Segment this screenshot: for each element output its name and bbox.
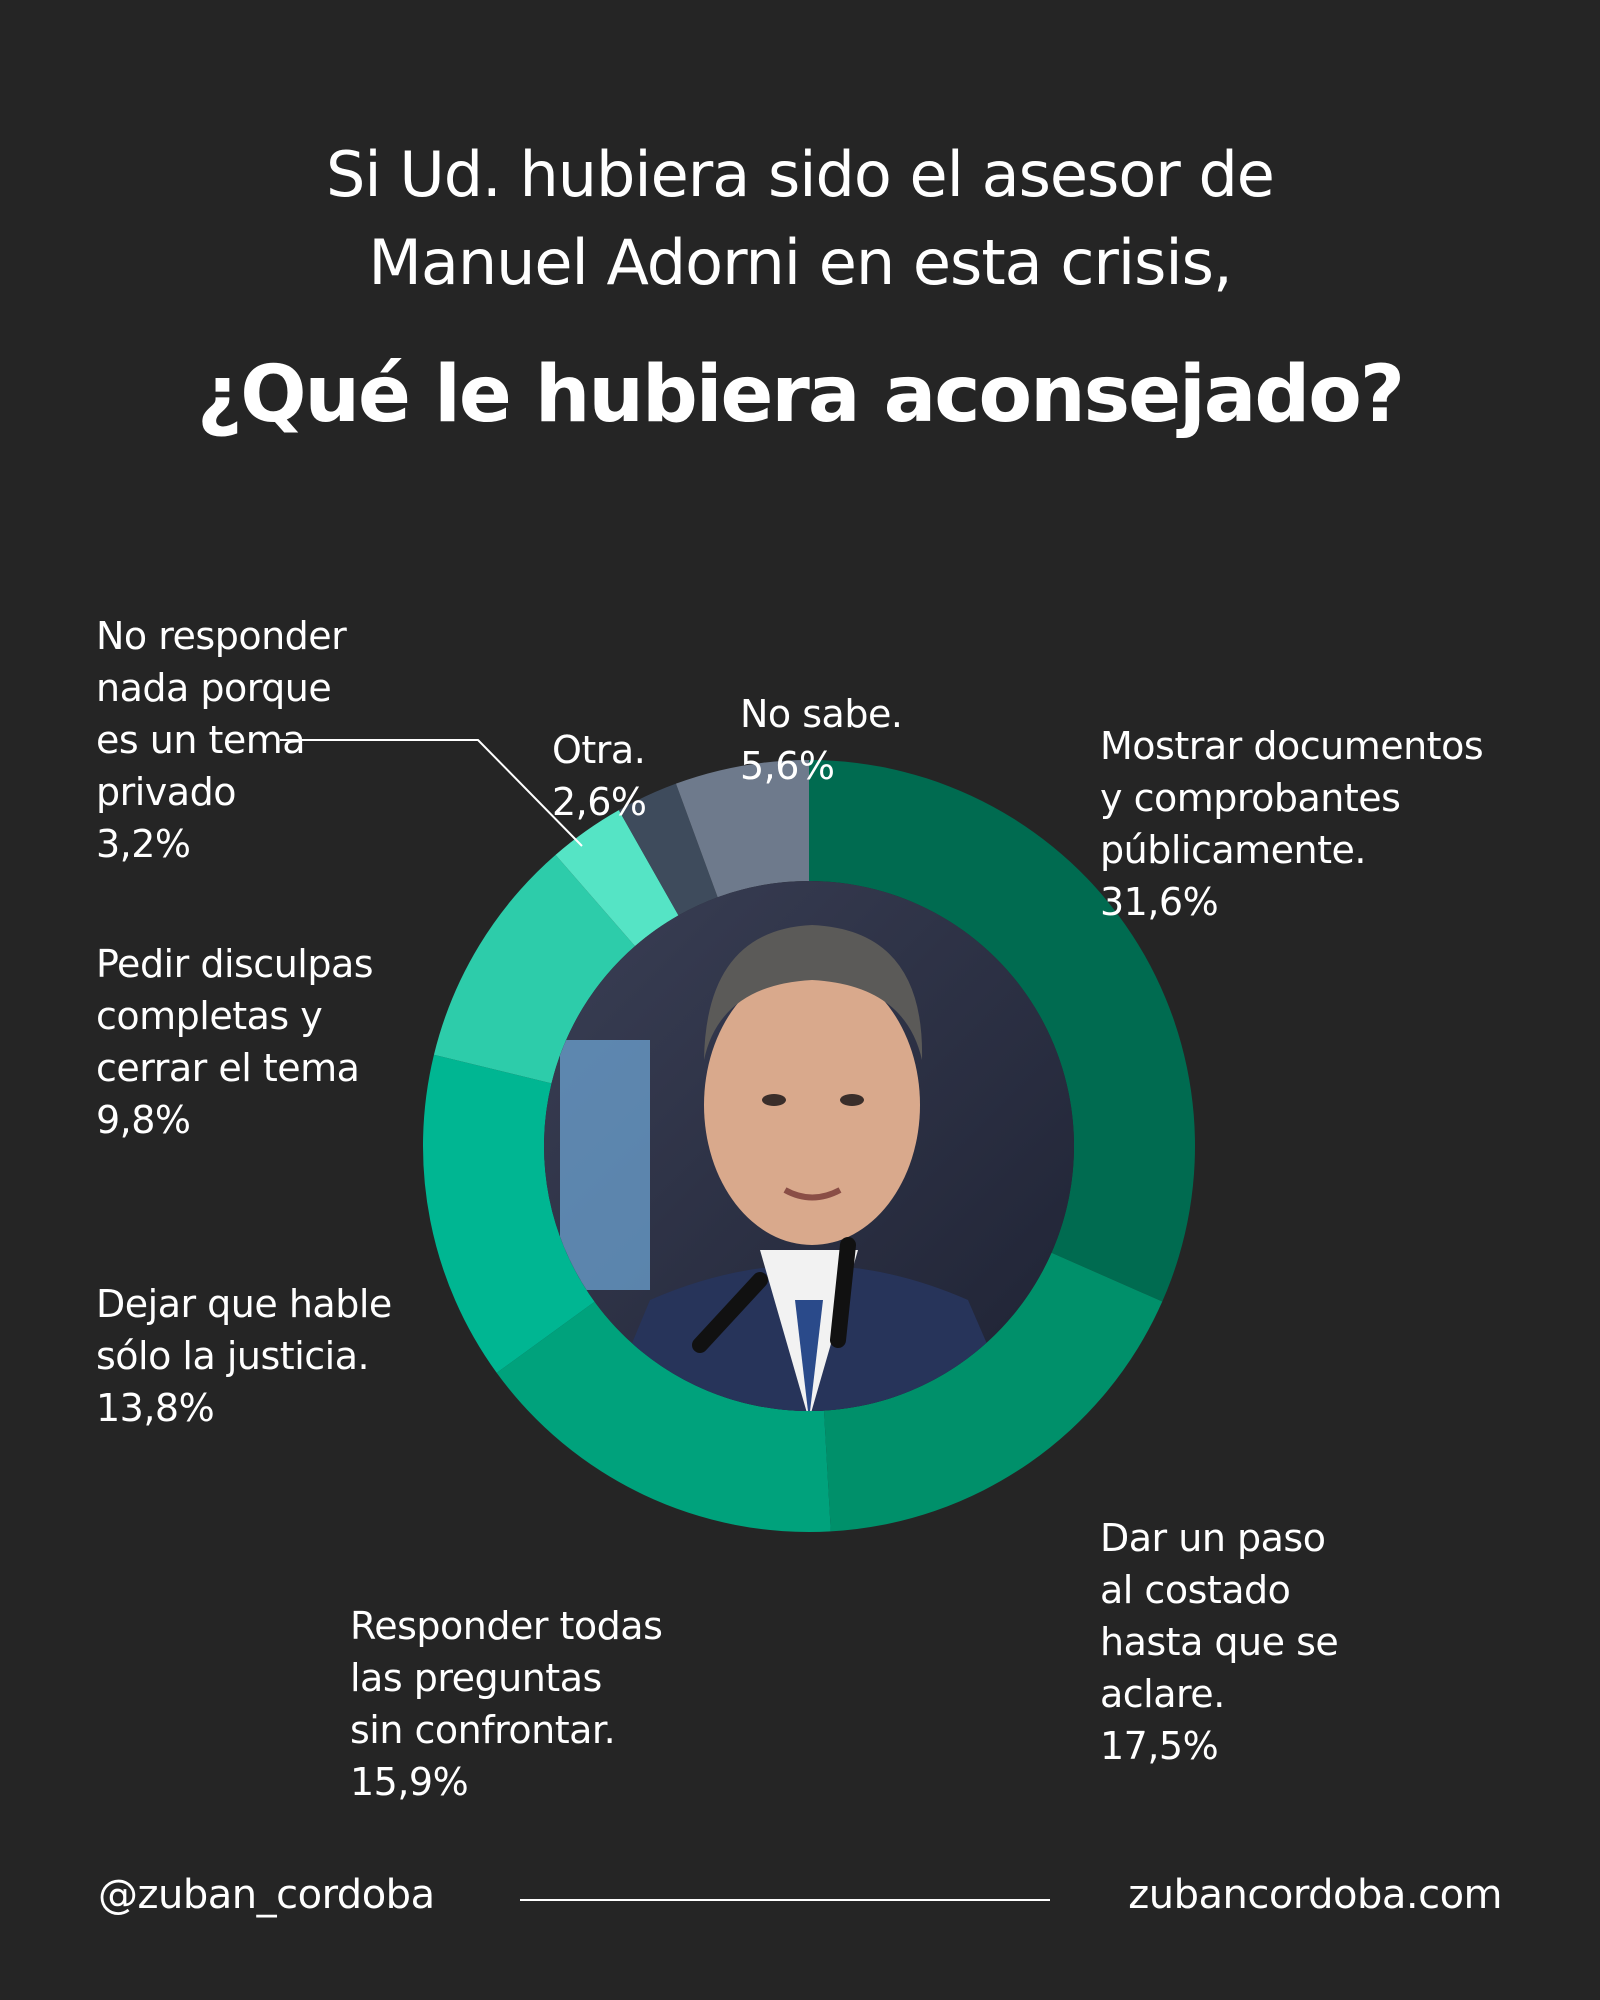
slice-value: 2,6% bbox=[552, 780, 647, 824]
slice-value: 5,6% bbox=[740, 744, 835, 788]
footer-divider bbox=[520, 1899, 1050, 1901]
slice-label-no-sabe: No sabe. 5,6% bbox=[740, 636, 903, 844]
slice-label-disculpas: Pedir disculpas completas y cerrar el te… bbox=[96, 886, 374, 1198]
slice-value: 3,2% bbox=[96, 822, 191, 866]
presenter-photo bbox=[544, 881, 1074, 1411]
slice-label-otra: Otra. 2,6% bbox=[552, 672, 647, 880]
slice-value: 31,6% bbox=[1100, 880, 1219, 924]
donut-slice-6 bbox=[618, 783, 718, 916]
slice-label-text: Responder todas las preguntas sin confro… bbox=[350, 1604, 663, 1752]
slice-label-text: Pedir disculpas completas y cerrar el te… bbox=[96, 942, 374, 1090]
slice-label-text: Otra. bbox=[552, 728, 646, 772]
leader-line bbox=[280, 739, 583, 847]
donut-slice-7 bbox=[675, 760, 809, 898]
slice-value: 15,9% bbox=[350, 1760, 469, 1804]
slice-value: 13,8% bbox=[96, 1386, 215, 1430]
slice-label-responder: Responder todas las preguntas sin confro… bbox=[350, 1548, 663, 1860]
slice-value: 17,5% bbox=[1100, 1724, 1219, 1768]
slice-label-paso-al-costado: Dar un paso al costado hasta que se acla… bbox=[1100, 1460, 1339, 1824]
donut-slice-4 bbox=[433, 854, 636, 1084]
title-line-2: Manuel Adorni en esta crisis, bbox=[368, 226, 1232, 299]
slice-label-text: No sabe. bbox=[740, 692, 903, 736]
slice-label-text: Mostrar documentos y comprobantes públic… bbox=[1100, 724, 1484, 872]
slice-label-text: No responder nada porque es un tema priv… bbox=[96, 614, 347, 814]
slice-value: 9,8% bbox=[96, 1098, 191, 1142]
donut-slice-0 bbox=[809, 760, 1195, 1302]
donut-slice-5 bbox=[555, 810, 679, 947]
slice-label-text: Dejar que hable sólo la justicia. bbox=[96, 1282, 392, 1378]
title-line-1: Si Ud. hubiera sido el asesor de bbox=[326, 138, 1275, 211]
slice-label-no-responder: No responder nada porque es un tema priv… bbox=[96, 558, 347, 922]
donut-slice-2 bbox=[496, 1301, 831, 1533]
donut-slices bbox=[423, 760, 1195, 1533]
donut-slice-1 bbox=[823, 1252, 1163, 1532]
title-question: ¿Qué le hubiera aconsejado? bbox=[196, 350, 1405, 440]
donut-slice-3 bbox=[423, 1054, 595, 1373]
footer-website-link[interactable]: zubancordoba.com bbox=[1128, 1872, 1502, 1918]
slice-label-justicia: Dejar que hable sólo la justicia. 13,8% bbox=[96, 1226, 392, 1486]
footer-handle[interactable]: @zuban_cordoba bbox=[98, 1872, 435, 1918]
slice-label-mostrar: Mostrar documentos y comprobantes públic… bbox=[1100, 668, 1484, 980]
slice-label-text: Dar un paso al costado hasta que se acla… bbox=[1100, 1516, 1339, 1716]
